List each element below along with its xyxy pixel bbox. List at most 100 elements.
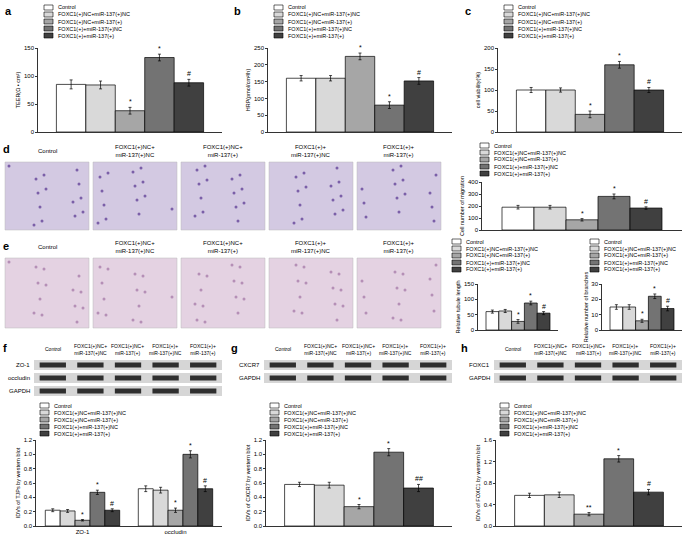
svg-text:FOXC1(+)NC+miR-137(+)NC: FOXC1(+)NC+miR-137(+)NC [58, 11, 130, 17]
svg-text:FOXC1(+)+miR-137(+): FOXC1(+)+miR-137(+) [288, 33, 344, 39]
svg-text:f: f [3, 342, 7, 354]
svg-text:50: 50 [27, 101, 34, 107]
svg-text:FOXC1(+)+miR-137(+)NC: FOXC1(+)+miR-137(+)NC [54, 424, 118, 430]
svg-text:150: 150 [254, 79, 265, 85]
svg-text:*: * [618, 52, 621, 59]
svg-text:Control: Control [604, 239, 622, 245]
svg-text:FOXC1(+)+miR-137(+)NC: FOXC1(+)+miR-137(+)NC [149, 343, 182, 356]
svg-text:0: 0 [261, 129, 265, 135]
svg-text:##: ## [415, 475, 423, 482]
svg-text:#: # [647, 78, 651, 85]
svg-text:Relative number of branches: Relative number of branches [583, 272, 589, 343]
svg-text:#: # [666, 297, 670, 304]
svg-text:IDVs of TJPs by western blot: IDVs of TJPs by western blot [15, 447, 21, 518]
svg-text:CXCR7: CXCR7 [239, 362, 260, 368]
svg-text:*: * [653, 285, 656, 292]
svg-text:FOXC1(+)NC+miR-137(+): FOXC1(+)NC+miR-137(+) [572, 343, 605, 356]
svg-text:FOXC1(+)+miR-137(+)NC: FOXC1(+)+miR-137(+)NC [291, 240, 331, 254]
svg-text:*: * [358, 496, 361, 503]
svg-text:20: 20 [591, 296, 598, 302]
svg-text:150: 150 [24, 45, 35, 51]
svg-text:b: b [234, 5, 241, 17]
svg-text:*: * [589, 102, 592, 109]
svg-text:250: 250 [254, 45, 265, 51]
svg-text:ZO-1: ZO-1 [16, 362, 30, 368]
svg-text:IDVs of FOXC1 by western blot: IDVs of FOXC1 by western blot [475, 444, 481, 521]
svg-text:100: 100 [24, 73, 35, 79]
svg-text:*: * [641, 310, 644, 317]
svg-text:Cell number of migration: Cell number of migration [459, 176, 465, 236]
svg-text:*: * [529, 292, 532, 299]
svg-text:FOXC1(+)NC+miR-137(+): FOXC1(+)NC+miR-137(+) [494, 156, 558, 162]
svg-text:#: # [110, 500, 114, 507]
svg-text:50: 50 [467, 312, 474, 318]
svg-text:0: 0 [31, 129, 35, 135]
svg-text:FOXC1(+)+miR-137(+)NC: FOXC1(+)+miR-137(+)NC [609, 343, 642, 356]
svg-text:Control: Control [514, 403, 532, 409]
svg-text:FOXC1(+)+miR-137(+)NC: FOXC1(+)+miR-137(+)NC [604, 260, 668, 266]
svg-text:FOXC1(+)NC+miR-137(+): FOXC1(+)NC+miR-137(+) [58, 19, 122, 25]
svg-text:FOXC1(+)NC+miR-137(+)NC: FOXC1(+)NC+miR-137(+)NC [514, 410, 586, 416]
svg-text:FOXC1(+)NC+miR-137(+): FOXC1(+)NC+miR-137(+) [284, 417, 348, 423]
svg-text:FOXC1(+)NC+miR-137(+)NC: FOXC1(+)NC+miR-137(+)NC [74, 343, 107, 356]
svg-text:0.4: 0.4 [24, 494, 33, 500]
svg-text:IDVs of CXCR7 by western blot: IDVs of CXCR7 by western blot [245, 444, 251, 521]
svg-text:1.0: 1.0 [254, 451, 263, 457]
svg-text:Control: Control [505, 346, 521, 352]
svg-text:10: 10 [591, 312, 598, 318]
svg-text:*: * [388, 93, 391, 100]
svg-text:400: 400 [468, 179, 479, 185]
svg-text:*: * [81, 511, 84, 518]
svg-text:*: * [359, 44, 362, 51]
svg-text:Control: Control [494, 143, 512, 149]
svg-text:FOXC1: FOXC1 [469, 362, 490, 368]
svg-text:1.0: 1.0 [24, 451, 33, 457]
svg-text:FOXC1(+)+miR-137(+): FOXC1(+)+miR-137(+) [604, 266, 660, 272]
svg-text:c: c [465, 5, 471, 17]
svg-text:300: 300 [468, 191, 479, 197]
svg-text:FOXC1(+)+miR-137(+): FOXC1(+)+miR-137(+) [466, 266, 522, 272]
svg-text:FOXC1(+)+miR-137(+): FOXC1(+)+miR-137(+) [494, 171, 550, 177]
svg-text:FOXC1(+)NC+miR-137(+)NC: FOXC1(+)NC+miR-137(+)NC [518, 11, 590, 17]
svg-text:FOXC1(+)+miR-137(+)NC: FOXC1(+)+miR-137(+)NC [291, 144, 331, 158]
svg-text:*: * [517, 311, 520, 318]
svg-text:FOXC1(+)+miR-137(+): FOXC1(+)+miR-137(+) [514, 431, 570, 437]
svg-text:FOXC1(+)NC+miR-137(+)NC: FOXC1(+)NC+miR-137(+)NC [466, 246, 538, 252]
svg-text:0.0: 0.0 [254, 523, 263, 529]
svg-text:d: d [3, 143, 10, 155]
svg-text:0.8: 0.8 [254, 466, 263, 472]
svg-text:FOXC1(+)NC+miR-137(+)NC: FOXC1(+)NC+miR-137(+)NC [115, 240, 155, 254]
svg-text:150: 150 [464, 281, 475, 287]
svg-text:FOXC1(+)+miR-137(+)NC: FOXC1(+)+miR-137(+)NC [58, 26, 122, 32]
svg-text:#: # [203, 477, 207, 484]
svg-text:100: 100 [254, 96, 265, 102]
svg-text:Control: Control [275, 346, 291, 352]
svg-text:FOXC1(+)NC+miR-137(+)NC: FOXC1(+)NC+miR-137(+)NC [604, 246, 676, 252]
svg-text:*: * [613, 185, 616, 192]
svg-text:FOXC1(+)NC+miR-137(+): FOXC1(+)NC+miR-137(+) [288, 19, 352, 25]
svg-text:FOXC1(+)+miR-137(+): FOXC1(+)+miR-137(+) [190, 343, 216, 356]
svg-text:Control: Control [45, 346, 61, 352]
svg-text:ZO-1: ZO-1 [76, 529, 90, 535]
svg-text:e: e [3, 240, 9, 252]
svg-text:0: 0 [491, 129, 495, 135]
svg-text:Control: Control [284, 403, 302, 409]
svg-text:50: 50 [487, 108, 494, 114]
svg-text:*: * [581, 210, 584, 217]
svg-text:*: * [158, 45, 161, 52]
svg-text:FOXC1(+)+miR-137(+)NC: FOXC1(+)+miR-137(+)NC [379, 343, 412, 356]
svg-text:#: # [417, 69, 421, 76]
svg-text:HRP(pmol/cm²/h): HRP(pmol/cm²/h) [245, 69, 251, 112]
svg-text:FOXC1(+)NC+miR-137(+)NC: FOXC1(+)NC+miR-137(+)NC [288, 11, 360, 17]
svg-text:*: * [129, 98, 132, 105]
svg-text:*: * [387, 440, 390, 447]
svg-text:FOXC1(+)NC+miR-137(+)NC: FOXC1(+)NC+miR-137(+)NC [494, 150, 566, 156]
svg-text:FOXC1(+)NC+miR-137(+): FOXC1(+)NC+miR-137(+) [203, 144, 243, 158]
svg-text:100: 100 [484, 87, 495, 93]
svg-text:FOXC1(+)NC+miR-137(+): FOXC1(+)NC+miR-137(+) [54, 417, 118, 423]
svg-text:**: ** [586, 504, 592, 511]
svg-text:FOXC1(+)NC+miR-137(+): FOXC1(+)NC+miR-137(+) [514, 417, 578, 423]
svg-text:1.2: 1.2 [254, 437, 263, 443]
svg-text:0.0: 0.0 [484, 523, 493, 529]
svg-text:FOXC1(+)NC+miR-137(+)NC: FOXC1(+)NC+miR-137(+)NC [284, 410, 356, 416]
